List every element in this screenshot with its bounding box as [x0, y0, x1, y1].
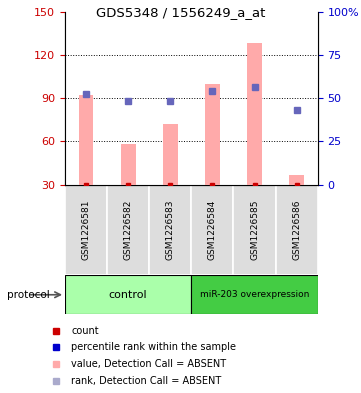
Bar [247, 44, 262, 185]
Bar [65, 185, 107, 275]
Text: GSM1226586: GSM1226586 [292, 200, 301, 260]
Text: value, Detection Call = ABSENT: value, Detection Call = ABSENT [71, 359, 227, 369]
Bar [107, 185, 149, 275]
Bar [121, 144, 135, 185]
Bar [163, 124, 178, 185]
Text: percentile rank within the sample: percentile rank within the sample [71, 342, 236, 352]
Bar [289, 174, 304, 185]
Text: GSM1226582: GSM1226582 [124, 200, 132, 260]
Text: GSM1226585: GSM1226585 [250, 200, 259, 260]
Bar [275, 185, 318, 275]
Text: protocol: protocol [7, 290, 50, 300]
Bar [205, 84, 220, 185]
Bar [191, 275, 318, 314]
Text: GSM1226581: GSM1226581 [82, 200, 91, 260]
Text: count: count [71, 326, 99, 336]
Text: GDS5348 / 1556249_a_at: GDS5348 / 1556249_a_at [96, 6, 265, 19]
Bar [149, 185, 191, 275]
Text: rank, Detection Call = ABSENT: rank, Detection Call = ABSENT [71, 376, 222, 386]
Bar [191, 185, 234, 275]
Bar [65, 275, 191, 314]
Bar [79, 95, 93, 185]
Bar [234, 185, 275, 275]
Text: miR-203 overexpression: miR-203 overexpression [200, 290, 309, 299]
Text: GSM1226584: GSM1226584 [208, 200, 217, 260]
Text: control: control [109, 290, 147, 300]
Text: GSM1226583: GSM1226583 [166, 200, 175, 260]
